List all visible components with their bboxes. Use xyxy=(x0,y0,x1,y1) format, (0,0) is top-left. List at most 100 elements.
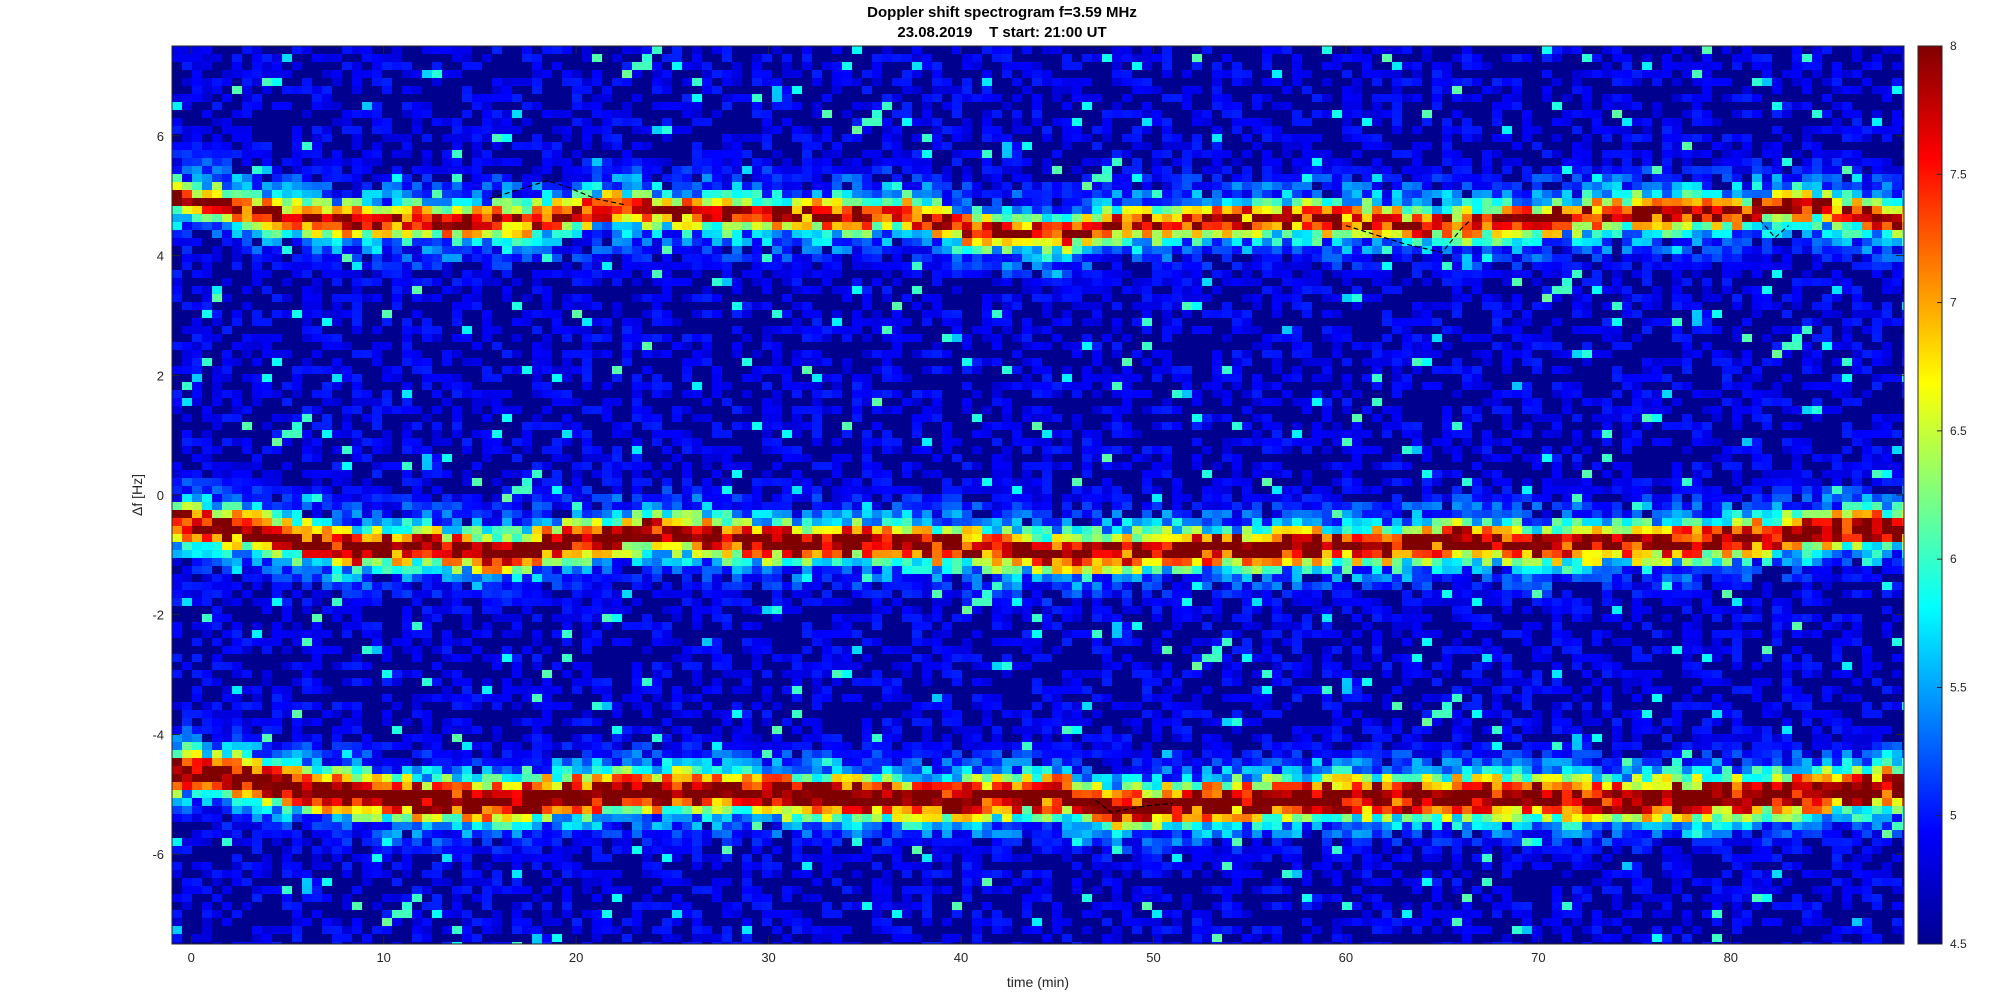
spectrogram-cell xyxy=(822,654,832,662)
spectrogram-cell xyxy=(732,790,742,798)
spectrogram-cell xyxy=(432,790,442,798)
spectrogram-cell xyxy=(332,766,342,774)
spectrogram-cell xyxy=(472,726,482,734)
spectrogram-cell xyxy=(222,486,232,494)
spectrogram-cell xyxy=(662,102,672,110)
spectrogram-cell xyxy=(532,174,542,182)
spectrogram-cell xyxy=(452,134,462,142)
spectrogram-cell xyxy=(352,438,362,446)
spectrogram-cell xyxy=(542,750,552,758)
spectrogram-cells xyxy=(172,46,1904,944)
spectrogram-cell xyxy=(172,942,182,944)
spectrogram-cell xyxy=(782,246,792,254)
spectrogram-cell xyxy=(512,870,522,878)
spectrogram-cell xyxy=(282,894,292,902)
spectrogram-cell xyxy=(472,510,482,518)
spectrogram-cell xyxy=(572,606,582,614)
spectrogram-cell xyxy=(322,846,332,854)
spectrogram-cell xyxy=(452,902,462,910)
spectrogram-cell xyxy=(662,198,672,206)
spectrogram-cell xyxy=(232,110,242,118)
spectrogram-cell xyxy=(402,222,412,230)
spectrogram-cell xyxy=(622,638,632,646)
spectrogram-cell xyxy=(302,646,312,654)
spectrogram-cell xyxy=(542,230,552,238)
spectrogram-cell xyxy=(562,902,572,910)
spectrogram-cell xyxy=(302,454,312,462)
spectrogram-cell xyxy=(452,214,462,222)
spectrogram-cell xyxy=(642,382,652,390)
spectrogram-cell xyxy=(532,550,542,558)
spectrogram-cell xyxy=(772,518,782,526)
spectrogram-cell xyxy=(572,822,582,830)
spectrogram-cell xyxy=(552,878,562,886)
spectrogram-cell xyxy=(572,798,582,806)
spectrogram-cell xyxy=(572,526,582,534)
spectrogram-cell xyxy=(342,926,352,934)
spectrogram-cell xyxy=(672,654,682,662)
spectrogram-cell xyxy=(752,502,762,510)
spectrogram-cell xyxy=(442,438,452,446)
spectrogram-cell xyxy=(452,534,462,542)
spectrogram-cell xyxy=(512,110,522,118)
spectrogram-cell xyxy=(412,502,422,510)
spectrogram-cell xyxy=(312,166,322,174)
spectrogram-cell xyxy=(452,766,462,774)
spectrogram-cell xyxy=(702,886,712,894)
spectrogram-cell xyxy=(752,510,762,518)
spectrogram-cell xyxy=(692,886,702,894)
spectrogram-cell xyxy=(442,238,452,246)
spectrogram-cell xyxy=(762,414,772,422)
spectrogram-cell xyxy=(602,886,612,894)
spectrogram-cell xyxy=(642,126,652,134)
spectrogram-cell xyxy=(752,766,762,774)
spectrogram-cell xyxy=(682,646,692,654)
spectrogram-cell xyxy=(602,118,612,126)
spectrogram-cell xyxy=(752,206,762,214)
spectrogram-cell xyxy=(812,718,822,726)
spectrogram-cell xyxy=(532,366,542,374)
spectrogram-cell xyxy=(822,926,832,934)
spectrogram-cell xyxy=(422,502,432,510)
spectrogram-cell xyxy=(802,790,812,798)
spectrogram-cell xyxy=(212,590,222,598)
spectrogram-cell xyxy=(812,694,822,702)
spectrogram-cell xyxy=(652,470,662,478)
spectrogram-cell xyxy=(612,806,622,814)
spectrogram-cell xyxy=(742,582,752,590)
spectrogram-cell xyxy=(792,230,802,238)
spectrogram-cell xyxy=(642,62,652,70)
spectrogram-cell xyxy=(422,590,432,598)
spectrogram-cell xyxy=(312,150,322,158)
spectrogram-cell xyxy=(302,734,312,742)
spectrogram-cell xyxy=(392,814,402,822)
spectrogram-cell xyxy=(362,598,372,606)
spectrogram-cell xyxy=(642,54,652,62)
spectrogram-cell xyxy=(652,694,662,702)
spectrogram-cell xyxy=(832,438,842,446)
spectrogram-cell xyxy=(582,582,592,590)
spectrogram-cell xyxy=(362,478,372,486)
spectrogram-cell xyxy=(802,262,812,270)
spectrogram-cell xyxy=(682,814,692,822)
spectrogram-cell xyxy=(412,894,422,902)
spectrogram-cell xyxy=(692,830,702,838)
spectrogram-cell xyxy=(222,126,232,134)
spectrogram-cell xyxy=(242,470,252,478)
spectrogram-cell xyxy=(812,70,822,78)
spectrogram-cell xyxy=(832,798,842,806)
spectrogram-cell xyxy=(532,654,542,662)
spectrogram-cell xyxy=(812,854,822,862)
spectrogram-cell xyxy=(782,166,792,174)
spectrogram-cell xyxy=(832,254,842,262)
spectrogram-cell xyxy=(352,798,362,806)
spectrogram-cell xyxy=(772,606,782,614)
spectrogram-cell xyxy=(662,758,672,766)
spectrogram-cell xyxy=(262,238,272,246)
spectrogram-cell xyxy=(762,422,772,430)
spectrogram-cell xyxy=(562,782,572,790)
spectrogram-cell xyxy=(832,838,842,846)
spectrogram-cell xyxy=(382,838,392,846)
spectrogram-cell xyxy=(702,574,712,582)
spectrogram-cell xyxy=(352,902,362,910)
